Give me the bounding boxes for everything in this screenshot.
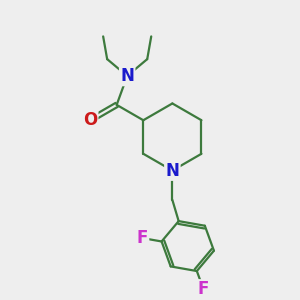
Text: F: F — [198, 280, 209, 298]
Text: F: F — [136, 229, 148, 247]
Text: N: N — [120, 67, 134, 85]
Text: N: N — [165, 162, 179, 180]
Text: O: O — [83, 111, 97, 129]
